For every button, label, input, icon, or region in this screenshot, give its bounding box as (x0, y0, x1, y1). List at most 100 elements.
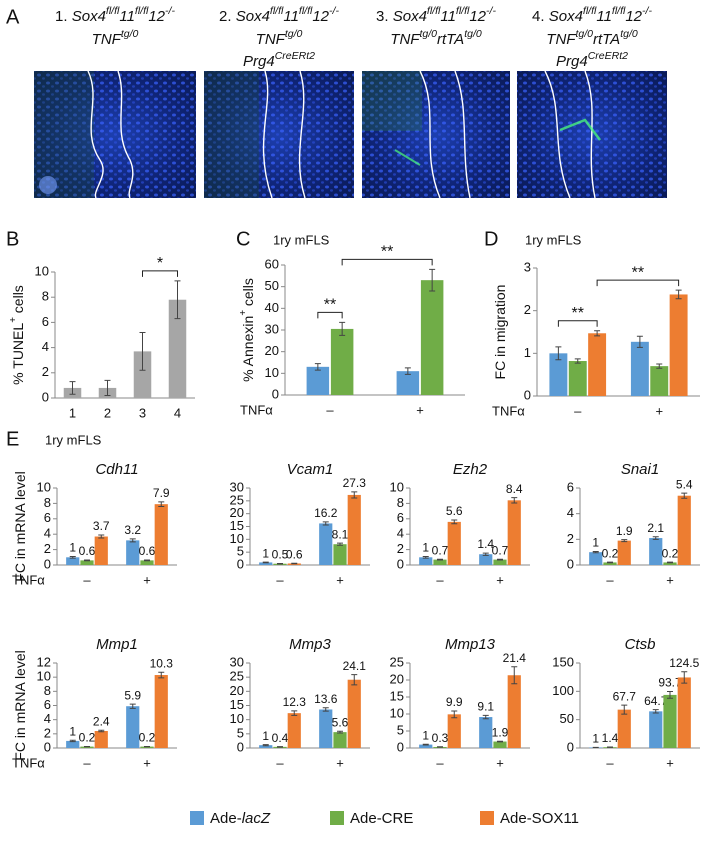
chart-title: 1ry mFLS (273, 232, 330, 247)
text-part: 11 (596, 8, 612, 25)
y-tick-label: 10 (390, 479, 404, 494)
error-bar (129, 538, 136, 543)
y-tick-label: 3 (524, 259, 531, 274)
x-row-label: TNFα (12, 572, 45, 587)
bar (669, 294, 688, 396)
y-tick-label: 30 (230, 479, 244, 494)
text-part: FC in mRNA level (12, 471, 28, 581)
micrograph (34, 70, 196, 199)
data-label: 3.7 (93, 519, 110, 533)
data-label: 8.4 (506, 482, 523, 496)
error-bar (482, 552, 489, 556)
error-bar (497, 558, 503, 561)
text-part: fl/fl (299, 5, 313, 17)
significance-bracket (341, 258, 433, 266)
bar (617, 540, 631, 565)
data-label: 93.7 (658, 676, 682, 690)
text-part: Ade-CRE (350, 810, 413, 827)
y-tick-label: 2 (44, 541, 51, 556)
text-part: FC in mRNA level (12, 650, 28, 760)
error-bar (84, 559, 90, 562)
bar (479, 554, 493, 565)
text-part: rtTA (437, 31, 464, 48)
error-bar (555, 346, 562, 361)
bar (568, 361, 587, 396)
y-tick-label: 10 (35, 263, 49, 278)
error-bar (262, 744, 269, 747)
y-tick-label: 1 (524, 345, 531, 360)
data-label: 5.6 (446, 504, 463, 518)
data-label: 0.6 (139, 544, 156, 558)
micrograph (204, 70, 354, 199)
text-part: Sox4 (549, 8, 583, 25)
y-tick-label: 2 (567, 531, 574, 546)
bar (347, 494, 361, 565)
bar (589, 552, 603, 565)
data-label: 9.9 (446, 695, 463, 709)
text-part: tg/0 (464, 28, 482, 40)
data-label: 1 (262, 729, 269, 743)
bar (663, 562, 677, 565)
data-label: 2.4 (93, 714, 110, 728)
data-label: 0.5 (272, 548, 289, 562)
text-part: fl/fl (270, 5, 284, 17)
text-part: fl/fl (135, 5, 149, 17)
data-label: 1 (422, 728, 429, 742)
chart-title: Cdh11 (95, 461, 138, 478)
y-tick-label: 50 (560, 711, 574, 726)
data-label: 1.4 (477, 537, 494, 551)
data-label: 0.4 (272, 731, 289, 745)
y-tick-label: 4 (567, 505, 574, 520)
data-label: 21.4 (503, 651, 527, 665)
data-label: 5.4 (676, 477, 693, 491)
chart-title: Ezh2 (453, 461, 488, 478)
panel-letter: A (6, 6, 20, 28)
y-tick-label: 15 (230, 518, 244, 533)
data-label: 10.3 (150, 656, 174, 670)
error-bar (339, 321, 346, 336)
bar (347, 679, 361, 748)
text-part: 12 (625, 8, 642, 25)
error-bar (652, 709, 659, 714)
error-bar (174, 280, 181, 320)
error-bar (675, 289, 682, 300)
data-label: 13.6 (314, 692, 338, 706)
data-label: 0.2 (79, 731, 96, 745)
significance-bracket (596, 279, 680, 287)
text-part: Prg4 (556, 53, 588, 70)
significance-bracket (142, 270, 178, 277)
bar (603, 562, 617, 565)
bar (447, 714, 461, 748)
y-tick-label: 4 (44, 526, 51, 541)
bar (649, 711, 663, 748)
text-part: fl/fl (583, 5, 597, 17)
bar (126, 540, 140, 565)
y-axis-label: FC in mRNA level (12, 650, 28, 760)
text-part: -/- (165, 5, 175, 17)
data-label: 0.6 (286, 547, 303, 561)
y-tick-label: 10 (265, 365, 279, 380)
bar (663, 694, 677, 748)
y-tick-label: 0 (44, 556, 51, 571)
x-tick-label: + (666, 755, 674, 770)
x-tick-label: – (276, 755, 284, 770)
y-tick-label: 4 (44, 711, 51, 726)
error-bar (314, 363, 321, 371)
bar (154, 675, 168, 748)
text-part: 3. (376, 8, 393, 25)
bar (94, 536, 108, 565)
y-tick-label: 8 (44, 683, 51, 698)
data-label: 1 (69, 541, 76, 555)
bar (649, 538, 663, 565)
error-bar (322, 707, 329, 712)
panel-letter: E (6, 428, 19, 450)
text-part: 1. (55, 8, 72, 25)
text-part: 12 (469, 8, 486, 25)
y-tick-label: 6 (42, 314, 49, 329)
y-tick-label: 25 (390, 654, 404, 669)
text-part: CreERt2 (588, 50, 628, 62)
text-part: Ade-SOX11 (500, 810, 579, 827)
significance-label: ** (381, 244, 393, 261)
bar (419, 744, 433, 748)
error-bar (129, 703, 136, 709)
